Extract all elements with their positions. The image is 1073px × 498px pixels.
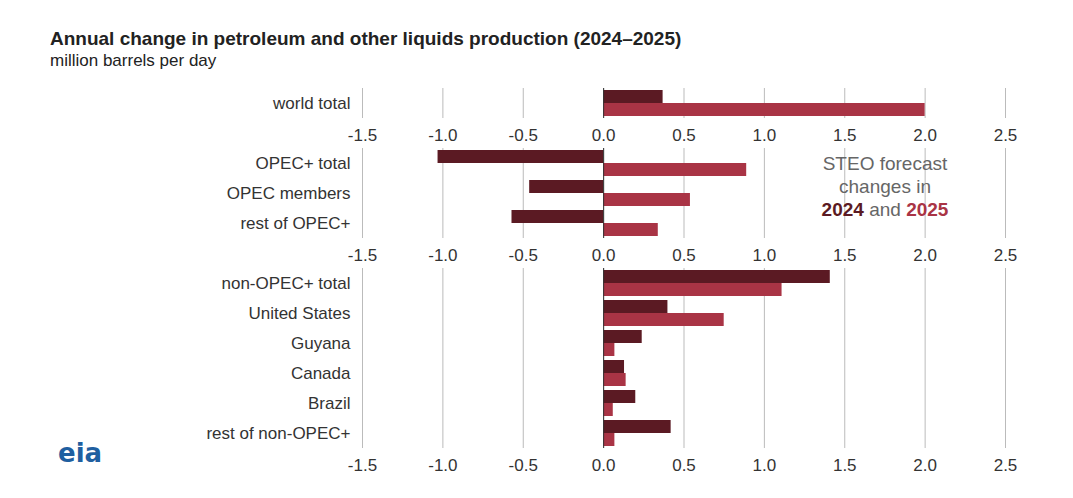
svg-text:0.5: 0.5 bbox=[672, 456, 696, 475]
svg-text:OPEC members: OPEC members bbox=[227, 184, 351, 203]
svg-text:2.0: 2.0 bbox=[913, 126, 937, 145]
svg-text:1.0: 1.0 bbox=[753, 246, 777, 265]
svg-text:rest of non-OPEC+: rest of non-OPEC+ bbox=[206, 424, 350, 443]
svg-text:0.0: 0.0 bbox=[592, 246, 616, 265]
svg-text:-1.5: -1.5 bbox=[348, 246, 377, 265]
svg-text:Canada: Canada bbox=[291, 364, 351, 383]
svg-text:2.5: 2.5 bbox=[994, 246, 1018, 265]
svg-text:OPEC+ total: OPEC+ total bbox=[256, 154, 351, 173]
svg-text:Guyana: Guyana bbox=[291, 334, 351, 353]
svg-text:-0.5: -0.5 bbox=[509, 126, 538, 145]
svg-text:0.5: 0.5 bbox=[672, 126, 696, 145]
svg-text:0.5: 0.5 bbox=[672, 246, 696, 265]
svg-text:2.0: 2.0 bbox=[913, 246, 937, 265]
svg-text:non-OPEC+ total: non-OPEC+ total bbox=[222, 274, 351, 293]
svg-text:2.5: 2.5 bbox=[994, 126, 1018, 145]
svg-text:0.0: 0.0 bbox=[592, 126, 616, 145]
svg-text:1.5: 1.5 bbox=[833, 246, 857, 265]
html-text:STEO forecast: STEO forecast bbox=[822, 153, 948, 174]
svg-text:-1.0: -1.0 bbox=[428, 456, 457, 475]
svg-text:United States: United States bbox=[248, 304, 350, 323]
html-text:million barrels per day: million barrels per day bbox=[50, 51, 217, 70]
svg-text:-1.0: -1.0 bbox=[428, 246, 457, 265]
html-text:eia: eia bbox=[58, 438, 103, 468]
svg-text:-1.0: -1.0 bbox=[428, 126, 457, 145]
html-text:changes in: changes in bbox=[839, 176, 931, 197]
html-text:2024 and 2025: 2024 and 2025 bbox=[821, 199, 949, 220]
svg-text:world total: world total bbox=[272, 94, 350, 113]
svg-text:-1.5: -1.5 bbox=[348, 126, 377, 145]
svg-text:-0.5: -0.5 bbox=[509, 246, 538, 265]
svg-text:0.0: 0.0 bbox=[592, 456, 616, 475]
svg-text:-1.5: -1.5 bbox=[348, 456, 377, 475]
svg-text:Brazil: Brazil bbox=[308, 394, 351, 413]
svg-text:1.0: 1.0 bbox=[753, 456, 777, 475]
svg-text:rest of OPEC+: rest of OPEC+ bbox=[240, 214, 350, 233]
svg-text:1.5: 1.5 bbox=[833, 456, 857, 475]
svg-text:2.0: 2.0 bbox=[913, 456, 937, 475]
svg-text:1.5: 1.5 bbox=[833, 126, 857, 145]
html-text:Annual change in petroleum and: Annual change in petroleum and other liq… bbox=[50, 28, 682, 49]
svg-text:-0.5: -0.5 bbox=[509, 456, 538, 475]
svg-text:2.5: 2.5 bbox=[994, 456, 1018, 475]
svg-text:1.0: 1.0 bbox=[753, 126, 777, 145]
